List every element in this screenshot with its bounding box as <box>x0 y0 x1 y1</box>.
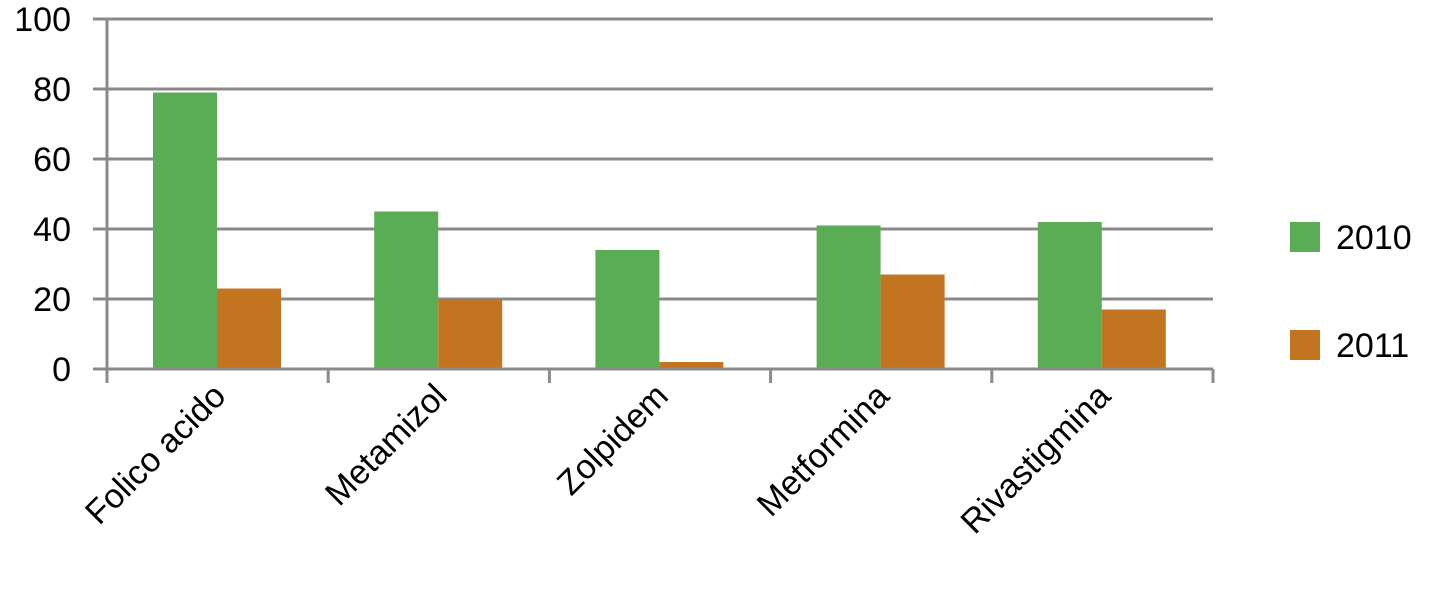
bar-2010-metformina <box>816 225 881 369</box>
bar-2010-folico-acido <box>153 92 217 369</box>
y-tick-label: 20 <box>33 281 71 319</box>
x-tick-label: Metformina <box>750 377 897 524</box>
x-tick-label: Metamizol <box>318 377 454 513</box>
y-axis-ticks: 0 20 40 60 80 100 <box>14 1 71 389</box>
bar-2010-zolpidem <box>595 250 660 369</box>
legend: 2010 2011 <box>1290 219 1412 365</box>
bar-2011-folico-acido <box>217 288 281 369</box>
x-tick-label: Zolpidem <box>550 377 676 503</box>
legend-swatch-2011 <box>1290 330 1320 360</box>
bar-2011-metformina <box>880 274 945 369</box>
y-tick-label: 0 <box>52 351 71 389</box>
y-tick-label: 80 <box>33 71 71 109</box>
legend-label: 2011 <box>1336 327 1409 365</box>
bar-2011-zolpidem <box>659 362 724 369</box>
x-axis-ticks: Folico acido Metamizol Zolpidem Metformina R… <box>78 377 1118 542</box>
legend-swatch-2010 <box>1290 222 1320 252</box>
y-tick-label: 100 <box>14 1 71 39</box>
y-tick-label: 40 <box>33 211 71 249</box>
x-tick-label: Rivastigmina <box>954 377 1119 542</box>
y-tick-label: 60 <box>33 141 71 179</box>
bar-2011-metamizol <box>438 299 503 369</box>
legend-label: 2010 <box>1336 219 1412 257</box>
bar-2010-metamizol <box>374 211 439 369</box>
x-tick-label: Folico acido <box>78 377 233 532</box>
axes <box>105 19 1215 383</box>
bar-2010-rivastigmina <box>1037 222 1102 369</box>
bars <box>153 92 1166 369</box>
bar-2011-rivastigmina <box>1101 309 1166 369</box>
